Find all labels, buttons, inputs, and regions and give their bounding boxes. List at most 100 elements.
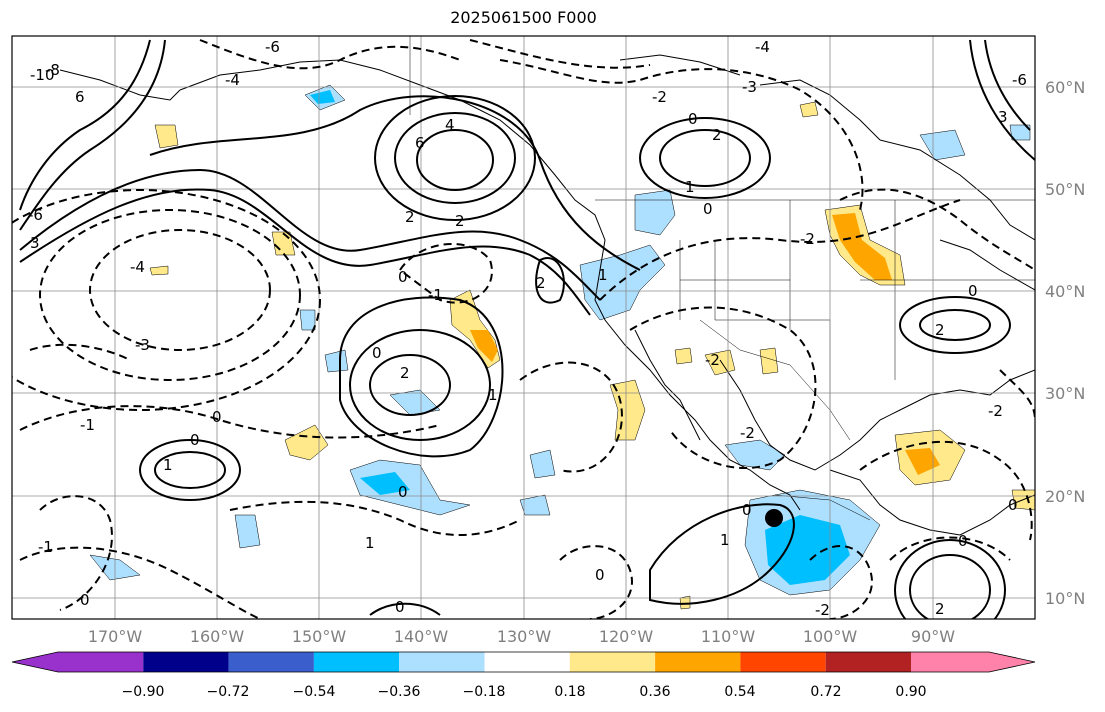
- contour-label: 3: [998, 108, 1008, 126]
- colorbar: −0.90 −0.72 −0.54 −0.36 −0.18 0.18 0.36 …: [11, 651, 1036, 700]
- contour-label: -8: [45, 61, 60, 79]
- contour-label: -2: [800, 230, 815, 248]
- longitude-label: 140°W: [394, 627, 449, 646]
- colorbar-extend-high: [989, 652, 1035, 672]
- contour-label: -2: [815, 601, 830, 619]
- colorbar-segment: [740, 652, 826, 672]
- colorbar-tick-label: −0.54: [293, 684, 336, 700]
- contour-label: 0: [968, 282, 978, 300]
- latitude-label: 60°N: [1045, 78, 1085, 97]
- contour-label: -2: [740, 424, 755, 442]
- colorbar-tick-label: −0.18: [463, 684, 506, 700]
- positive-contours: [19, 39, 1035, 619]
- colorbar-tick-label: 0.54: [724, 684, 755, 700]
- contour-label: 6: [415, 134, 425, 152]
- longitude-label: 150°W: [292, 627, 347, 646]
- contour-label: -3: [135, 336, 150, 354]
- contour-label: 0: [688, 110, 698, 128]
- contour-label: 0: [80, 591, 90, 609]
- colorbar-segment: [655, 652, 741, 672]
- contour-label: -10: [30, 66, 55, 84]
- contour-label: -2: [988, 402, 1003, 420]
- longitude-label: 100°W: [803, 627, 858, 646]
- contour-label: 0: [398, 268, 408, 286]
- contour-label: 2: [455, 212, 465, 230]
- longitude-label: 170°W: [88, 627, 143, 646]
- latitude-label: 40°N: [1045, 282, 1085, 301]
- longitude-label: 110°W: [701, 627, 756, 646]
- contour-label-group: -6 -4 6 3 -6 -8 -10 6 4 2 2 -4 -3 -1 0 0…: [28, 38, 1027, 619]
- strong-negative-shading: [310, 90, 850, 585]
- contour-label: 4: [445, 116, 455, 134]
- contour-label: 0: [595, 566, 605, 584]
- contour-label: 0: [372, 344, 382, 362]
- colorbar-segment: [228, 652, 314, 672]
- colorbar-outline: [11, 651, 1036, 673]
- contour-label: 0: [703, 200, 713, 218]
- colorbar-segment: [825, 652, 911, 672]
- latitude-label: 50°N: [1045, 180, 1085, 199]
- latitude-label: 10°N: [1045, 589, 1085, 608]
- colorbar-segment: [484, 652, 570, 672]
- contour-label: -1: [80, 416, 95, 434]
- contour-label: -1: [428, 286, 443, 304]
- contour-label: 0: [742, 501, 752, 519]
- graticule: [12, 36, 1035, 619]
- longitude-label: 120°W: [599, 627, 654, 646]
- contour-label: -1: [38, 538, 53, 556]
- latitude-label: 20°N: [1045, 487, 1085, 506]
- longitude-label: 160°W: [190, 627, 245, 646]
- contour-label: -6: [1012, 71, 1027, 89]
- colorbar-tick-label: −0.72: [207, 684, 250, 700]
- contour-label: 6: [75, 88, 85, 106]
- contour-label: -3: [742, 78, 757, 96]
- colorbar-segment: [911, 652, 989, 672]
- contour-label: -4: [225, 71, 240, 89]
- contour-label: 2: [400, 364, 410, 382]
- contour-label: 2: [536, 274, 546, 292]
- contour-label: 1: [685, 178, 695, 196]
- contour-label: 0: [212, 408, 222, 426]
- colorbar-tick-label: −0.36: [378, 684, 421, 700]
- longitude-label: 130°W: [497, 627, 552, 646]
- contour-label: 1: [163, 456, 173, 474]
- colorbar-tick-label: 0.36: [639, 684, 670, 700]
- contour-label: 0: [958, 532, 968, 550]
- contour-label: 1: [598, 266, 608, 284]
- colorbar-extend-low: [12, 652, 58, 672]
- borders: [409, 36, 1035, 521]
- longitude-label: 90°W: [911, 627, 955, 646]
- contour-label: 2: [935, 600, 945, 618]
- longitude-axis: 170°W 160°W 150°W 140°W 130°W 120°W 110°…: [88, 627, 955, 646]
- contour-label: 2: [712, 126, 722, 144]
- storm-center-marker: [765, 509, 783, 527]
- contour-label: 1: [365, 534, 375, 552]
- colorbar-segment: [58, 652, 144, 672]
- negative-contours: [12, 39, 1035, 619]
- contour-label: 2: [405, 208, 415, 226]
- contour-label: -6: [265, 38, 280, 56]
- colorbar-tick-label: 0.90: [895, 684, 926, 700]
- contour-label: -2: [705, 351, 720, 369]
- colorbar-tick-label: 0.18: [554, 684, 585, 700]
- contour-label: 0: [395, 598, 405, 616]
- map-title: 2025061500 F000: [450, 8, 597, 27]
- map-frame: [11, 35, 1036, 620]
- colorbar-tick-label: −0.90: [122, 684, 165, 700]
- colorbar-segment: [143, 652, 229, 672]
- contour-label: -4: [755, 38, 770, 56]
- map-area: [12, 36, 1035, 619]
- contour-label: 2: [935, 321, 945, 339]
- latitude-axis: 60°N 50°N 40°N 30°N 20°N 10°N: [1045, 78, 1085, 608]
- colorbar-segment: [313, 652, 400, 672]
- colorbar-segment: [569, 652, 656, 672]
- contour-label: 3: [30, 234, 40, 252]
- contour-label: 0: [398, 483, 408, 501]
- contour-label: 1: [488, 386, 498, 404]
- colorbar-tick-label: 0.72: [810, 684, 841, 700]
- contour-label: 0: [1008, 496, 1018, 514]
- latitude-label: 30°N: [1045, 384, 1085, 403]
- contour-label: -4: [130, 258, 145, 276]
- contour-label: 1: [720, 531, 730, 549]
